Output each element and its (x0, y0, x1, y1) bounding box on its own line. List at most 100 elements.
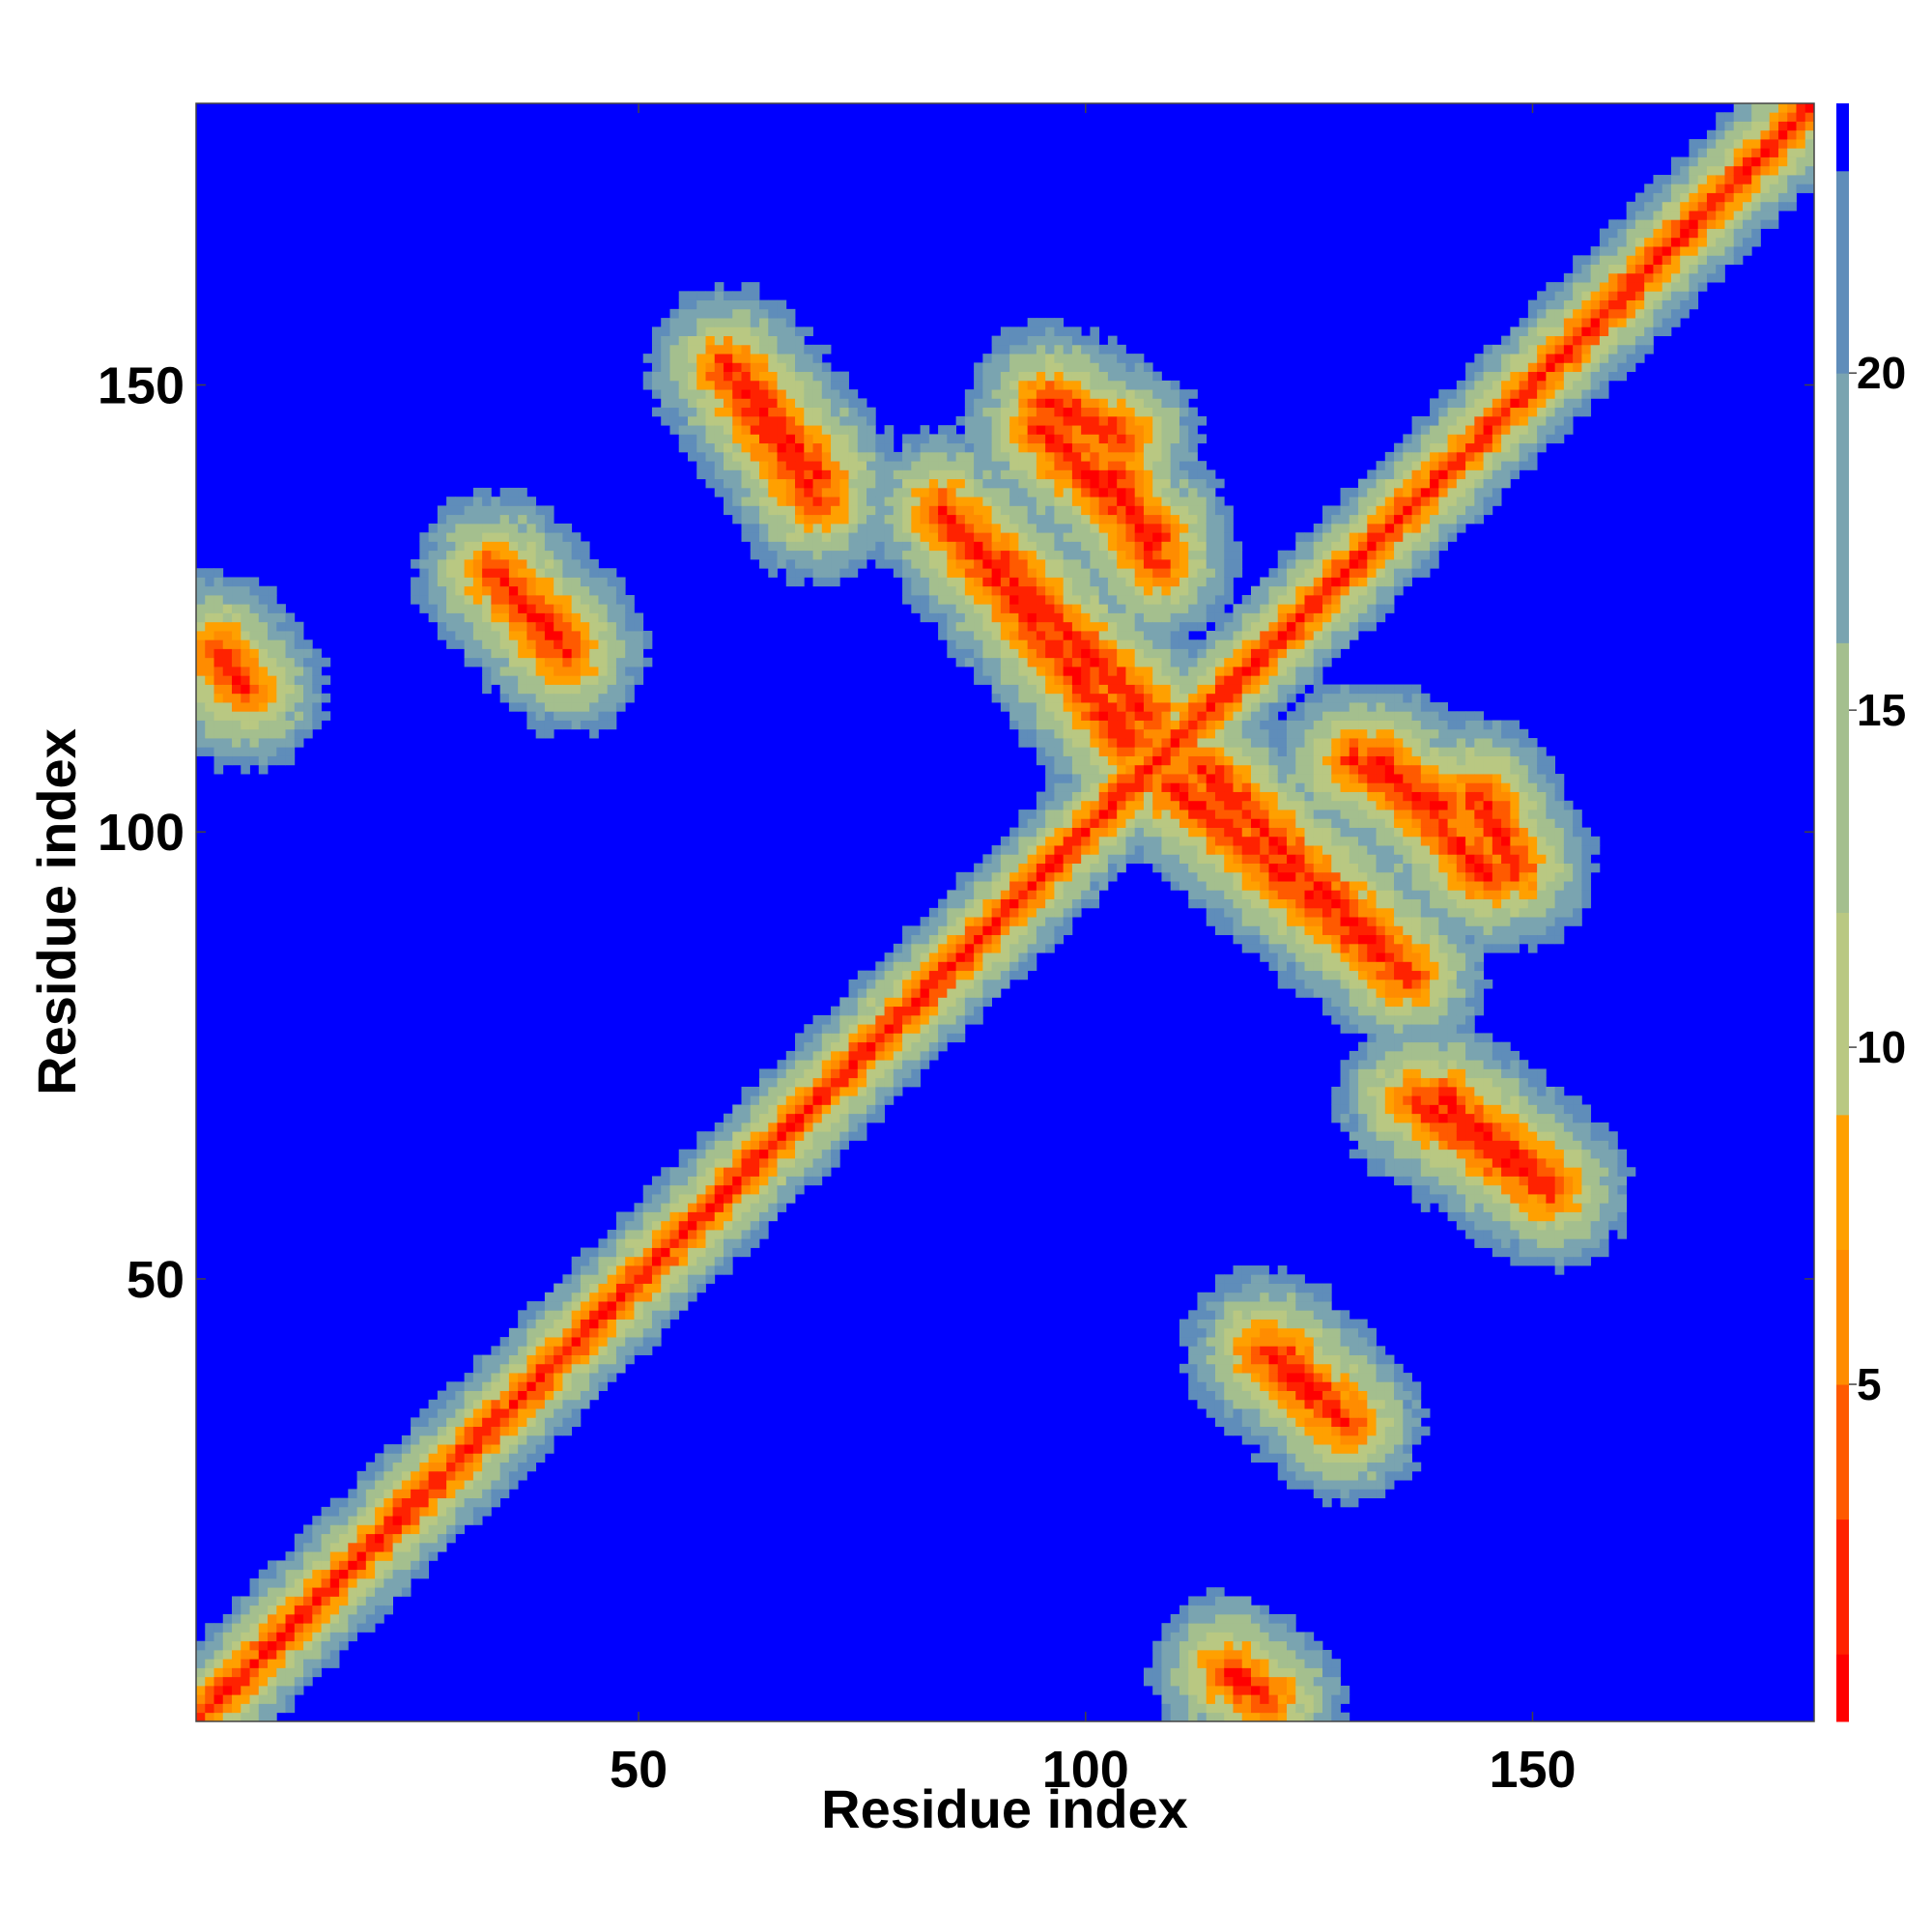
heatmap-cell (991, 497, 1002, 506)
heatmap-cell (446, 630, 456, 640)
heatmap-cell (1009, 648, 1019, 659)
heatmap-cell (750, 514, 760, 525)
heatmap-cell (1018, 667, 1029, 676)
heatmap-cell (1081, 550, 1091, 560)
heatmap-cell (329, 1497, 340, 1508)
heatmap-cell (759, 335, 769, 346)
heatmap-cell (258, 1685, 269, 1695)
heatmap-cell (1170, 604, 1180, 613)
heatmap-cell (687, 1167, 697, 1177)
heatmap-cell (750, 550, 760, 560)
heatmap-cell (812, 362, 823, 373)
heatmap-cell (1188, 711, 1198, 721)
heatmap-cell (1009, 398, 1019, 409)
heatmap-cell (1224, 890, 1234, 900)
heatmap-cell (508, 1480, 519, 1490)
heatmap-cell (1179, 836, 1189, 846)
heatmap-cell (651, 1301, 662, 1311)
heatmap-cell (1170, 800, 1180, 810)
heatmap-cell (1098, 728, 1109, 739)
heatmap-cell (893, 451, 903, 462)
heatmap-cell (554, 720, 563, 730)
heatmap-cell (258, 1605, 269, 1615)
heatmap-cell (839, 1095, 849, 1105)
heatmap-cell (258, 1613, 269, 1624)
heatmap-cell (1009, 505, 1019, 516)
heatmap-cell (857, 1024, 867, 1034)
heatmap-cell (928, 1041, 939, 1052)
heatmap-cell (518, 1381, 527, 1391)
heatmap-cell (1054, 810, 1065, 819)
heatmap-cell (1045, 407, 1055, 417)
heatmap-cell (1224, 1373, 1234, 1382)
heatmap-cell (1125, 451, 1136, 462)
heatmap-cell (1027, 612, 1037, 623)
heatmap-cell (991, 934, 1002, 945)
heatmap-cell (232, 639, 242, 649)
heatmap-cell (955, 478, 966, 489)
heatmap-cell (1161, 1632, 1172, 1642)
heatmap-cell (518, 1462, 527, 1472)
heatmap-cell (554, 594, 563, 605)
heatmap-cell (1206, 1649, 1216, 1660)
heatmap-cell (375, 1605, 384, 1615)
heatmap-cell (839, 380, 849, 390)
heatmap-cell (651, 344, 662, 355)
heatmap-cell (902, 952, 912, 962)
heatmap-cell (365, 1524, 376, 1535)
heatmap-cell (705, 1247, 716, 1258)
heatmap-cell (1188, 667, 1198, 676)
heatmap-cell (571, 1390, 582, 1401)
heatmap-cell (1179, 550, 1189, 560)
heatmap-cell (508, 684, 519, 695)
heatmap-cell (213, 612, 224, 623)
heatmap-cell (696, 299, 706, 310)
heatmap-cell (1179, 497, 1189, 506)
heatmap-cell (1179, 541, 1189, 552)
heatmap-cell (544, 585, 554, 596)
heatmap-cell (1009, 380, 1019, 390)
heatmap-cell (535, 612, 546, 623)
heatmap-cell (1143, 854, 1153, 864)
heatmap-cell (1027, 335, 1037, 346)
heatmap-cell (785, 318, 796, 327)
heatmap-cell (1045, 934, 1055, 945)
heatmap-cell (1054, 380, 1065, 390)
heatmap-cell (938, 952, 948, 962)
heatmap-cell (508, 1354, 519, 1365)
heatmap-cell (1107, 371, 1118, 382)
heatmap-cell (902, 979, 912, 989)
heatmap-cell (294, 1623, 304, 1633)
heatmap-cell (1054, 558, 1065, 569)
heatmap-cell (723, 1131, 733, 1141)
heatmap-cell (1045, 836, 1055, 846)
heatmap-cell (1071, 478, 1082, 489)
heatmap-cell (991, 442, 1002, 453)
heatmap-cell (518, 1373, 527, 1382)
heatmap-cell (955, 1033, 966, 1043)
heatmap-cell (1027, 451, 1037, 462)
heatmap-cell (276, 728, 286, 739)
heatmap-cell (222, 594, 233, 605)
heatmap-cell (1009, 585, 1019, 596)
heatmap-cell (1090, 827, 1100, 838)
heatmap-cell (955, 550, 966, 560)
heatmap-cell (785, 389, 796, 399)
heatmap-cell (205, 747, 214, 756)
heatmap-cell (580, 1373, 590, 1382)
heatmap-cell (213, 585, 224, 596)
heatmap-cell (1206, 1596, 1216, 1606)
heatmap-cell (580, 630, 590, 640)
heatmap-cell (554, 1426, 563, 1436)
heatmap-cell (554, 1319, 563, 1329)
heatmap-cell (911, 451, 921, 462)
heatmap-cell (982, 917, 993, 926)
heatmap-cell (472, 621, 483, 632)
heatmap-cell (1188, 675, 1198, 685)
heatmap-cell (241, 639, 250, 649)
heatmap-cell (911, 604, 921, 613)
heatmap-cell (831, 398, 840, 409)
heatmap-cell (1107, 782, 1118, 792)
heatmap-cell (1125, 487, 1136, 497)
heatmap-cell (1170, 684, 1180, 695)
